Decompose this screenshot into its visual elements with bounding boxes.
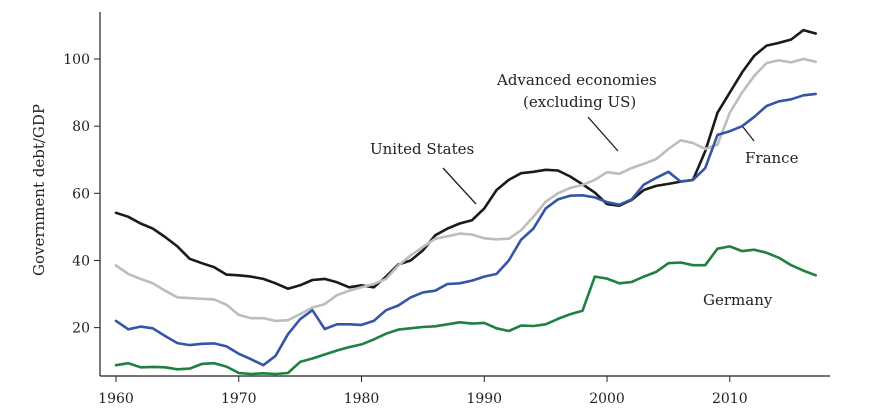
x-tick-label: 1990 [466, 391, 502, 407]
series-line-germany [114, 245, 818, 376]
x-tick-label: 2010 [712, 391, 748, 407]
x-tick-label: 1980 [344, 391, 380, 407]
y-ticks: 20 40 60 80 100 [63, 52, 100, 337]
leader-france [742, 126, 755, 142]
series-line-united-states [114, 28, 818, 291]
annotation-advanced-line2: (excluding US) [523, 93, 636, 111]
leader-united-states [442, 167, 477, 205]
y-tick-label: 20 [72, 321, 90, 337]
y-tick-label: 80 [72, 119, 90, 135]
y-tick-label: 100 [63, 52, 90, 68]
x-tick-label: 1970 [221, 391, 257, 407]
y-tick-label: 40 [72, 253, 90, 269]
x-tick-label: 1960 [98, 391, 134, 407]
axes [99, 12, 830, 377]
series-group [114, 28, 818, 376]
annotation-france: France [745, 149, 799, 167]
x-tick-label: 2000 [589, 391, 625, 407]
annotation-germany: Germany [703, 291, 773, 309]
series-line-france [114, 92, 818, 367]
y-axis-title: Government debt/GDP [30, 104, 48, 276]
leader-advanced [587, 116, 619, 152]
annotation-united-states: United States [370, 140, 474, 158]
annotations: United States Advanced economies (exclud… [370, 71, 799, 309]
y-tick-label: 60 [72, 186, 90, 202]
x-ticks: 1960 1970 1980 1990 2000 2010 [98, 376, 748, 407]
annotation-advanced-line1: Advanced economies [496, 71, 657, 89]
series-line-advanced-economies-excluding-us [114, 57, 818, 323]
